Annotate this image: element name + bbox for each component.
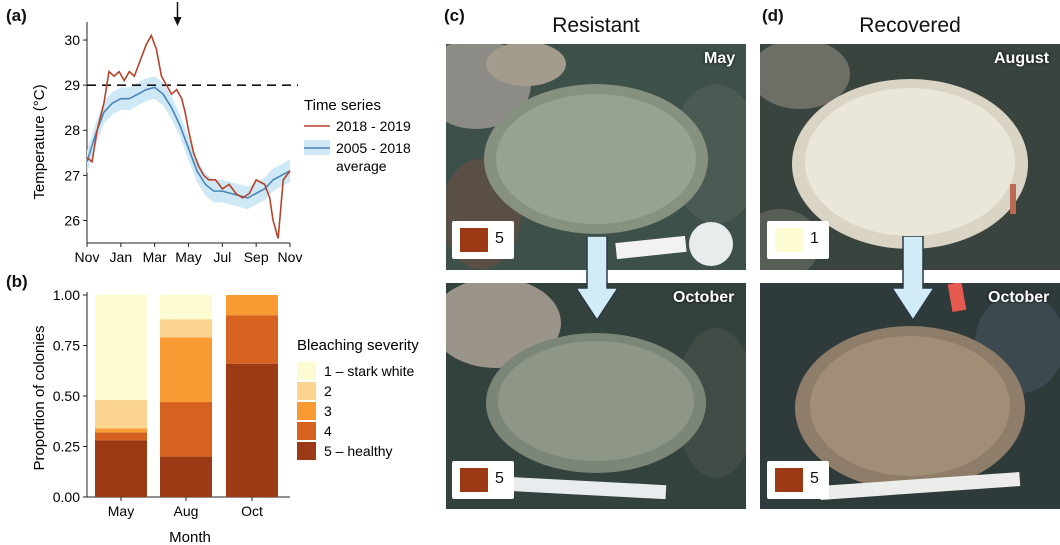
y-axis-label: Proportion of colonies	[31, 325, 48, 470]
legend-label: 4	[324, 423, 332, 439]
score-swatch	[775, 228, 803, 252]
arrow-down-c-icon	[575, 236, 619, 322]
series-line-average	[86, 86, 291, 199]
bar-segment	[160, 295, 212, 320]
bar-segment	[160, 456, 212, 497]
y-tick-label: 0.75	[53, 338, 80, 354]
x-tick-label: Sep	[244, 249, 269, 265]
score-swatch	[775, 468, 803, 492]
x-tick-label: Mar	[143, 249, 167, 265]
score-value: 5	[495, 230, 504, 247]
y-tick-label: 1.00	[53, 287, 80, 303]
panel-label-a: (a)	[6, 6, 27, 25]
y-tick-label: 26	[64, 212, 80, 228]
x-tick-label: Jul	[213, 249, 231, 265]
y-tick-label: 29	[64, 77, 80, 93]
resistant-title: Resistant	[552, 14, 640, 37]
x-tick-label: Jan	[110, 249, 133, 265]
bar-segment	[226, 315, 278, 364]
score-box-c-bottom: 5	[452, 461, 514, 499]
bar-segment	[95, 428, 147, 433]
y-tick-label: 30	[64, 32, 80, 48]
bar-segment	[95, 295, 147, 401]
bar-segment	[160, 402, 212, 457]
y-axis-label: Temperature (°C)	[31, 84, 48, 199]
legend-label: 5 – healthy	[324, 443, 393, 459]
panel-label-c: (c)	[444, 6, 465, 25]
photo-resistant-october	[446, 283, 746, 509]
legend-swatch	[297, 442, 316, 460]
photo-recovered-october	[760, 283, 1060, 509]
y-tick-label: 28	[64, 122, 80, 138]
bar-segment	[95, 432, 147, 441]
series-line-2018-2019	[86, 33, 291, 239]
legend-label-avg-line2: average	[336, 158, 387, 174]
y-tick-label: 27	[64, 167, 80, 183]
x-axis-label: Month	[169, 529, 211, 545]
legend-label: 1 – stark white	[324, 363, 414, 379]
legend-swatch	[297, 382, 316, 400]
y-tick-label: 0.50	[53, 388, 80, 404]
panel-label-b: (b)	[6, 272, 28, 291]
score-box-d-bottom: 5	[767, 461, 829, 499]
legend-swatch	[297, 402, 316, 420]
peak-arrow-head-icon	[173, 17, 182, 26]
temperature-line-chart: Temperature (°C) Time series 2018 - 2019…	[31, 2, 411, 265]
bar-segment	[95, 440, 147, 497]
score-box-c-top: 5	[452, 221, 514, 259]
y-tick-label: 0.00	[53, 489, 80, 505]
x-tick-label: Nov	[278, 249, 303, 265]
score-value: 5	[495, 470, 504, 487]
legend-title: Bleaching severity	[297, 337, 419, 354]
legend-swatch	[297, 362, 316, 380]
x-tick-label: Nov	[75, 249, 100, 265]
score-value: 5	[810, 470, 819, 487]
legend-label-2018: 2018 - 2019	[336, 118, 411, 134]
bar-segment	[160, 337, 212, 403]
series-band-average	[87, 76, 290, 210]
score-box-d-top: 1	[767, 221, 829, 259]
legend-swatch	[297, 422, 316, 440]
bleaching-stacked-bar-chart: Proportion of colonies Month Bleaching s…	[31, 287, 419, 545]
score-swatch	[460, 468, 488, 492]
recovered-title: Recovered	[859, 14, 961, 37]
y-tick-label: 0.25	[53, 439, 80, 455]
x-tick-label: Aug	[174, 503, 199, 519]
photo-tag-may: May	[704, 50, 736, 67]
x-tick-label: Oct	[241, 503, 263, 519]
legend-title: Time series	[304, 97, 381, 114]
panel-label-d: (d)	[762, 6, 784, 25]
bar-segment	[160, 319, 212, 338]
photo-tag-august: August	[994, 50, 1050, 67]
legend-label-avg-line1: 2005 - 2018	[336, 140, 411, 156]
legend-label: 3	[324, 403, 332, 419]
photo-tag-october-d: October	[988, 289, 1050, 306]
bar-segment	[95, 400, 147, 429]
photo-tag-october-c: October	[673, 289, 735, 306]
bar-segment	[226, 363, 278, 497]
legend-label: 2	[324, 383, 332, 399]
arrow-down-d-icon	[891, 236, 935, 322]
score-value: 1	[810, 230, 819, 247]
x-tick-label: May	[108, 503, 134, 519]
bar-segment	[226, 295, 278, 316]
x-tick-label: May	[175, 249, 201, 265]
score-swatch	[460, 228, 488, 252]
